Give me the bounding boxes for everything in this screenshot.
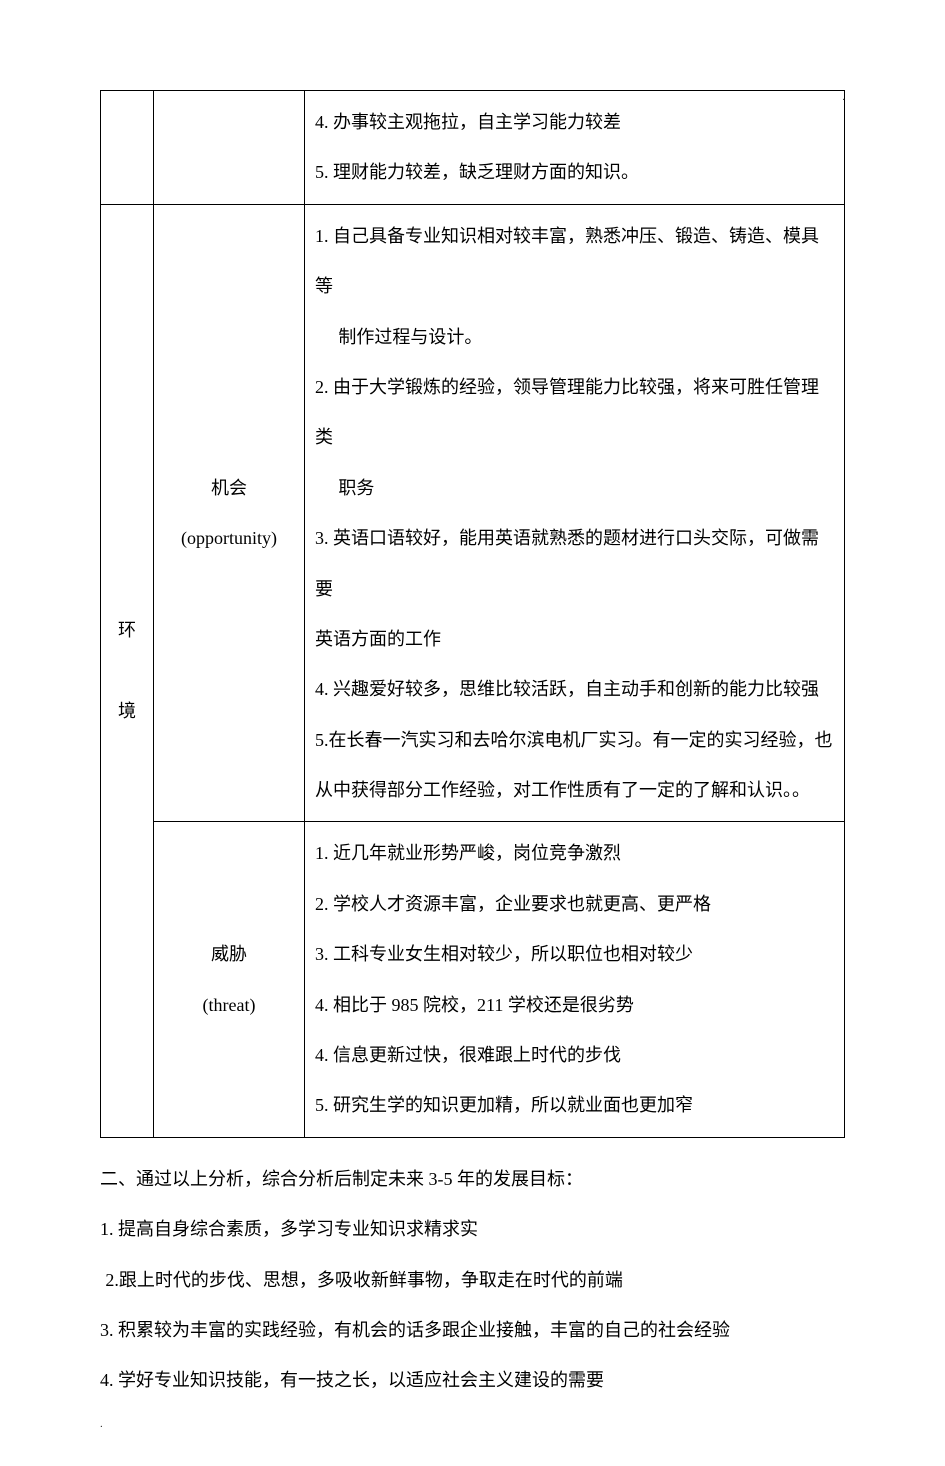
table-row: 4. 办事较主观拖拉，自主学习能力较差 5. 理财能力较差，缺乏理财方面的知识。 [101, 91, 845, 205]
table-row: 环 境 机会 (opportunity) 1. 自己具备专业知识相对较丰富，熟悉… [101, 204, 845, 822]
empty-category-cell [101, 91, 154, 205]
goals-section: 二、通过以上分析，综合分析后制定未来 3-5 年的发展目标： 1. 提高自身综合… [100, 1154, 845, 1406]
list-item: 1. 自己具备专业知识相对较丰富，熟悉冲压、锻造、铸造、模具等 [315, 211, 834, 312]
list-item: 4. 兴趣爱好较多，思维比较活跃，自主动手和创新的能力比较强 [315, 664, 834, 714]
opportunity-label-cell: 机会 (opportunity) [154, 204, 305, 822]
header-mark: . [842, 84, 845, 110]
list-item: 2. 学校人才资源丰富，企业要求也就更高、更严格 [315, 879, 834, 929]
footer-mark: . [100, 1411, 103, 1437]
list-item: 4. 信息更新过快，很难跟上时代的步伐 [315, 1030, 834, 1080]
label-text: (opportunity) [164, 513, 294, 563]
empty-label-cell [154, 91, 305, 205]
list-item: 英语方面的工作 [315, 614, 834, 664]
swot-table: 4. 办事较主观拖拉，自主学习能力较差 5. 理财能力较差，缺乏理财方面的知识。… [100, 90, 845, 1138]
category-char: 境 [111, 671, 143, 752]
weakness-continuation-cell: 4. 办事较主观拖拉，自主学习能力较差 5. 理财能力较差，缺乏理财方面的知识。 [305, 91, 845, 205]
goal-item: 1. 提高自身综合素质，多学习专业知识求精求实 [100, 1204, 845, 1254]
list-item: 5. 理财能力较差，缺乏理财方面的知识。 [315, 147, 834, 197]
list-item: 4. 办事较主观拖拉，自主学习能力较差 [315, 97, 834, 147]
label-text: 威胁 [164, 929, 294, 979]
list-item: 5.在长春一汽实习和去哈尔滨电机厂实习。有一定的实习经验，也 [315, 715, 834, 765]
label-text: (threat) [164, 980, 294, 1030]
list-item: 3. 英语口语较好，能用英语就熟悉的题材进行口头交际，可做需要 [315, 513, 834, 614]
category-char: 环 [111, 590, 143, 671]
threat-label-cell: 威胁 (threat) [154, 822, 305, 1137]
goal-item: 4. 学好专业知识技能，有一技之长，以适应社会主义建设的需要 [100, 1355, 845, 1405]
list-item: 制作过程与设计。 [315, 312, 834, 362]
table-row: 威胁 (threat) 1. 近几年就业形势严峻，岗位竞争激烈 2. 学校人才资… [101, 822, 845, 1137]
environment-category-cell: 环 境 [101, 204, 154, 1137]
goal-item: 3. 积累较为丰富的实践经验，有机会的话多跟企业接触，丰富的自己的社会经验 [100, 1305, 845, 1355]
list-item: 2. 由于大学锻炼的经验，领导管理能力比较强，将来可胜任管理类 [315, 362, 834, 463]
threat-items-cell: 1. 近几年就业形势严峻，岗位竞争激烈 2. 学校人才资源丰富，企业要求也就更高… [305, 822, 845, 1137]
list-item: 从中获得部分工作经验，对工作性质有了一定的了解和认识。。 [315, 765, 834, 815]
list-item: 4. 相比于 985 院校，211 学校还是很劣势 [315, 980, 834, 1030]
list-item: 5. 研究生学的知识更加精，所以就业面也更加窄 [315, 1080, 834, 1130]
opportunity-items-cell: 1. 自己具备专业知识相对较丰富，熟悉冲压、锻造、铸造、模具等 制作过程与设计。… [305, 204, 845, 822]
list-item: 1. 近几年就业形势严峻，岗位竞争激烈 [315, 828, 834, 878]
label-text: 机会 [164, 463, 294, 513]
document-page: . 4. 办事较主观拖拉，自主学习能力较差 5. 理财能力较差，缺乏理财方面的知… [0, 0, 945, 1466]
goal-item: 2.跟上时代的步伐、思想，多吸收新鲜事物，争取走在时代的前端 [100, 1255, 845, 1305]
list-item: 职务 [315, 463, 834, 513]
list-item: 3. 工科专业女生相对较少，所以职位也相对较少 [315, 929, 834, 979]
section-heading: 二、通过以上分析，综合分析后制定未来 3-5 年的发展目标： [100, 1154, 845, 1204]
